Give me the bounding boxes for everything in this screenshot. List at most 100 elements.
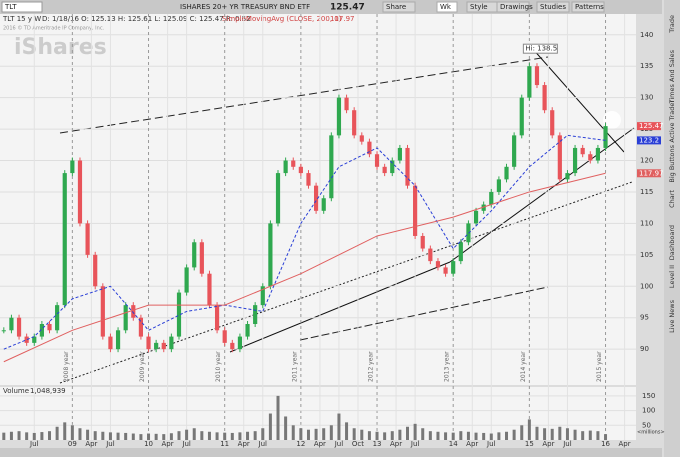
candle-body: [131, 305, 136, 318]
volume-bar: [223, 432, 227, 440]
volume-bar: [177, 431, 181, 440]
y-tick-label: 135: [640, 62, 653, 70]
volume-bar: [604, 434, 608, 440]
symbol-box[interactable]: [1, 1, 43, 13]
x-tick-label: Jul: [334, 440, 344, 448]
candle-body: [542, 85, 547, 111]
candle-body: [603, 126, 608, 148]
candle-body: [534, 66, 540, 86]
sidebar-tab[interactable]: Level II: [668, 265, 676, 288]
toolbar-button-label: Style: [470, 3, 488, 11]
volume-bar: [101, 431, 105, 440]
candle-body: [359, 135, 364, 142]
candle-body: [169, 336, 174, 350]
volume-bar: [558, 426, 562, 440]
candle-body: [413, 185, 418, 236]
volume-bar: [352, 428, 356, 440]
x-tick-label: Apr: [238, 440, 250, 448]
candle-body: [458, 242, 463, 262]
volume-bar: [527, 419, 531, 440]
moving-average: [3, 172, 606, 363]
toolbar-button[interactable]: [571, 1, 605, 13]
x-tick-label: Jul: [105, 440, 115, 448]
volume-bar: [215, 432, 219, 440]
toolbar-button[interactable]: [496, 1, 530, 13]
price-tag: [637, 136, 661, 145]
y-tick-label: 130: [640, 94, 653, 102]
candle-body: [572, 147, 578, 174]
candle-body: [504, 166, 509, 180]
price-tag-label: 125.47: [639, 122, 664, 130]
trendline: [449, 127, 635, 263]
volume-bar: [398, 429, 402, 440]
candle-body: [390, 160, 395, 174]
x-tick-label: 13: [373, 440, 382, 448]
volume-bar: [124, 432, 128, 440]
candle-body: [420, 235, 425, 249]
volume-unit: <millions>: [637, 430, 665, 436]
x-tick-label: 15: [525, 440, 534, 448]
period-label: 2011 year: [291, 351, 298, 382]
volume-bar: [451, 432, 455, 440]
volume-bar: [505, 431, 509, 440]
candle-body: [405, 147, 410, 186]
sidebar-tab[interactable]: Live News: [668, 299, 676, 333]
candle-body: [275, 173, 281, 224]
candle-body: [588, 154, 593, 161]
y-tick-label: 90: [640, 345, 649, 353]
volume-bar: [444, 432, 448, 440]
volume-bar: [550, 428, 554, 440]
candle-body: [496, 179, 501, 192]
toolbar-button[interactable]: [536, 1, 570, 13]
volume-bar: [291, 425, 295, 440]
volume-bar: [86, 429, 90, 440]
candle-body: [283, 160, 288, 174]
y-tick-label: 120: [640, 157, 653, 165]
ohlc: D: 1/18/16 O: 125.13 H: 125.61 L: 125.09…: [42, 15, 251, 23]
toolbar-button-label: Studies: [540, 3, 566, 11]
volume-bar: [497, 432, 501, 440]
sidebar-tab[interactable]: Dashboard: [668, 225, 676, 260]
candle-body: [230, 342, 235, 350]
candle-body: [47, 324, 52, 331]
volume-label: Volume: [3, 387, 29, 395]
candle-body: [108, 336, 113, 350]
toolbar-button[interactable]: [436, 1, 458, 13]
volume-bar: [375, 431, 379, 440]
x-tick-label: Jul: [29, 440, 39, 448]
sidebar-tab[interactable]: Active Trader: [668, 100, 676, 143]
price-tag: [637, 169, 661, 178]
sidebar-tab[interactable]: Trade: [668, 15, 676, 34]
volume-bar: [520, 425, 524, 440]
volume-bar: [421, 428, 425, 440]
volume-bar: [116, 432, 120, 440]
volume-bar: [230, 432, 234, 440]
volume-tick-label: 100: [642, 407, 655, 415]
volume-bar: [162, 434, 166, 440]
volume-bar: [147, 433, 151, 440]
volume-bar: [314, 428, 318, 440]
candle-body: [321, 198, 326, 211]
candle-body: [245, 324, 250, 337]
x-tick-label: Apr: [85, 440, 97, 448]
candle-body: [154, 342, 159, 350]
sidebar-tab[interactable]: Big Buttons: [668, 144, 676, 182]
scrollbar[interactable]: [0, 448, 662, 457]
x-tick-label: 11: [220, 440, 229, 448]
candle-body: [314, 185, 319, 211]
volume-bar: [32, 432, 36, 440]
volume-bar: [154, 433, 158, 440]
candle-body: [237, 336, 243, 350]
volume-bar: [573, 429, 577, 440]
volume-bar: [360, 429, 364, 440]
candle-body: [512, 135, 517, 167]
toolbar-button[interactable]: [382, 1, 416, 13]
y-tick-label: 140: [640, 31, 653, 39]
sidebar-tab[interactable]: Times And Sales: [668, 49, 676, 104]
period-label: 2010 year: [215, 351, 222, 382]
volume-bar: [63, 422, 67, 440]
candle-body: [24, 336, 29, 343]
period-label: 2015 year: [596, 351, 603, 382]
volume-bar: [276, 395, 280, 440]
sidebar-tab[interactable]: Chart: [668, 190, 676, 208]
